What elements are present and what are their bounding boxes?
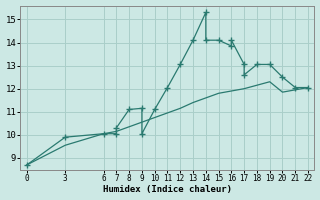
X-axis label: Humidex (Indice chaleur): Humidex (Indice chaleur): [103, 185, 232, 194]
